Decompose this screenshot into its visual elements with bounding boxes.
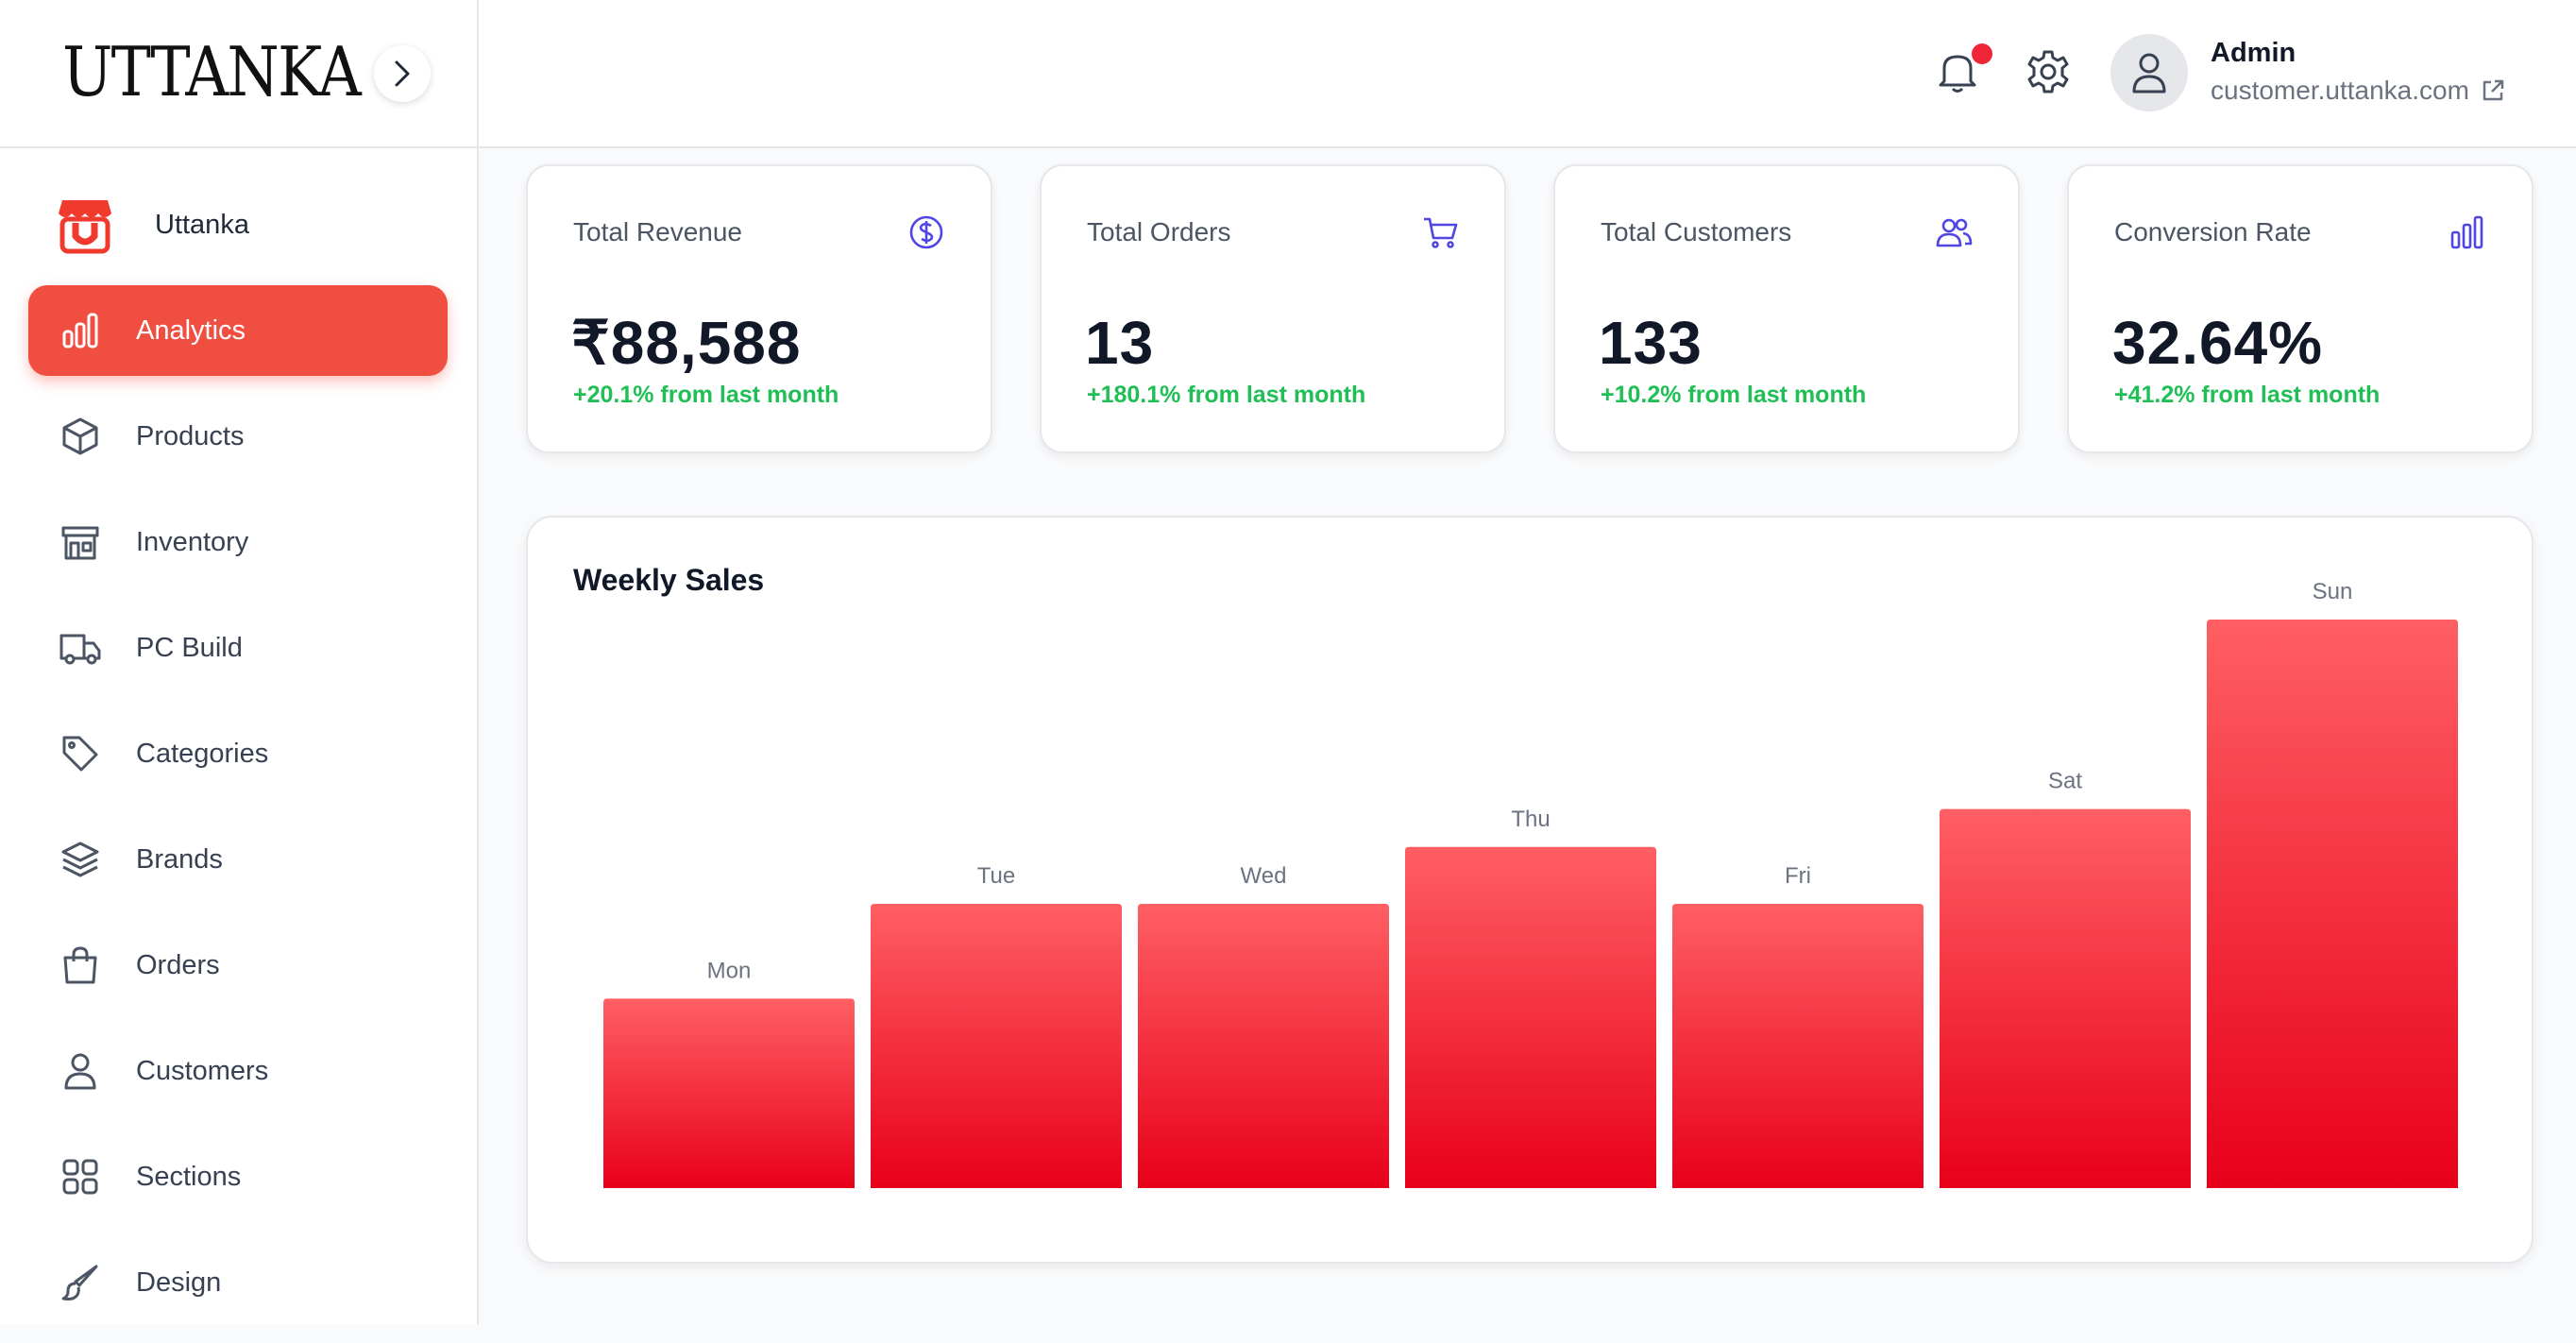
bar-label-thu: Thu [1511,807,1550,832]
chevron-right-icon [395,60,410,87]
sidebar-item-customers[interactable]: Customers [28,1026,448,1116]
sidebar-item-sections[interactable]: Sections [28,1131,448,1222]
sidebar-item-label: Sections [136,1161,242,1192]
brush-icon [59,1261,102,1304]
users-icon [1936,218,1973,247]
bar-thu[interactable] [1405,846,1656,1188]
sidebar-item-label: Customers [136,1055,269,1086]
sidebar-toggle-button[interactable] [374,45,431,102]
sidebar-item-design[interactable]: Design [28,1237,448,1328]
sidebar-item-label: Categories [136,738,269,769]
store-icon [59,520,102,564]
notification-dot [1972,43,1992,64]
sidebar-nav: Analytics Products Inventory PC Build Ca… [28,285,448,1343]
sidebar-item-categories[interactable]: Categories [28,708,448,799]
bar-sat[interactable] [1940,808,2191,1188]
user-site-text: customer.uttanka.com [2211,76,2469,105]
stat-value: ₹88,588 [571,309,802,377]
bar-mon[interactable] [603,998,855,1188]
stat-change: +180.1% from last month [1087,382,1366,408]
grid-icon [59,1155,102,1198]
sidebar-item-analytics[interactable]: Analytics [28,285,448,376]
sidebar-item-label: Analytics [136,314,246,346]
bar-label-wed: Wed [1241,863,1287,889]
user-name: Admin [2211,38,2296,68]
weekly-sales-chart: Mon Tue Wed Thu Fri Sat Sun [603,579,2458,1188]
stat-change: +20.1% from last month [573,382,839,408]
stat-change: +10.2% from last month [1601,382,1867,408]
bell-icon[interactable] [1933,47,1982,96]
chart-title: Weekly Sales [573,563,765,597]
shopping-bag-icon [59,944,102,987]
sidebar-item-brands[interactable]: Brands [28,814,448,905]
stat-card-customers: Total Customers 133 +10.2% from last mon… [1553,164,2020,453]
bar-sun[interactable] [2207,620,2458,1188]
stat-change: +41.2% from last month [2114,382,2381,408]
bar-label-mon: Mon [707,958,752,983]
bar-label-sat: Sat [2048,769,2082,794]
stat-title: Conversion Rate [2114,217,2312,246]
layers-icon [59,838,102,881]
stat-value: 32.64% [2112,309,2324,377]
store-name: Uttanka [155,209,249,240]
truck-icon [59,626,102,670]
sidebar-item-label: Design [136,1266,222,1298]
bar-chart-icon [59,309,102,352]
weekly-sales-card: Weekly Sales Mon Tue Wed Thu Fri Sat Sun [526,516,2534,1264]
dollar-circle-icon [909,215,943,249]
sidebar-item-orders[interactable]: Orders [28,920,448,1011]
store-switcher[interactable]: Uttanka [57,189,249,261]
stat-title: Total Revenue [573,217,743,246]
brand-logo[interactable]: UTTANKA [62,32,362,111]
sidebar-header: UTTANKA [0,0,477,148]
sidebar-item-inventory[interactable]: Inventory [28,497,448,587]
bar-label-fri: Fri [1785,863,1811,889]
sidebar-item-label: Inventory [136,526,249,557]
bar-fri[interactable] [1672,904,1924,1188]
sidebar-item-products[interactable]: Products [28,391,448,482]
stat-title: Total Orders [1087,217,1231,246]
sidebar-item-label: Brands [136,843,223,875]
sidebar-item-pc-build[interactable]: PC Build [28,603,448,693]
bar-chart-icon [2450,215,2483,249]
sidebar-item-label: PC Build [136,632,243,663]
user-icon [2132,53,2166,94]
cart-icon [1424,217,1458,248]
gear-icon[interactable] [2024,47,2073,96]
user-site-link[interactable]: customer.uttanka.com [2211,76,2505,106]
box-icon [59,415,102,458]
sidebar-item-label: Products [136,420,245,451]
stat-value: 133 [1599,309,1703,377]
top-bar: Admin customer.uttanka.com [479,0,2576,148]
stat-card-orders: Total Orders 13 +180.1% from last month [1040,164,1506,453]
bar-wed[interactable] [1138,904,1389,1188]
stat-value: 13 [1085,309,1155,377]
avatar[interactable] [2110,34,2188,111]
stat-card-conversion: Conversion Rate 32.64% +41.2% from last … [2067,164,2534,453]
external-link-icon [2483,79,2504,101]
sidebar-item-label: Orders [136,949,220,980]
stat-card-revenue: Total Revenue ₹88,588 +20.1% from last m… [526,164,992,453]
user-icon [59,1049,102,1093]
stat-title: Total Customers [1601,217,1792,246]
sidebar: UTTANKA Uttanka Analytics Products [0,0,479,1324]
tag-icon [59,732,102,775]
bar-tue[interactable] [871,904,1122,1188]
store-logo-icon [59,200,111,254]
bar-label-sun: Sun [2313,579,2353,604]
bar-label-tue: Tue [977,863,1015,889]
